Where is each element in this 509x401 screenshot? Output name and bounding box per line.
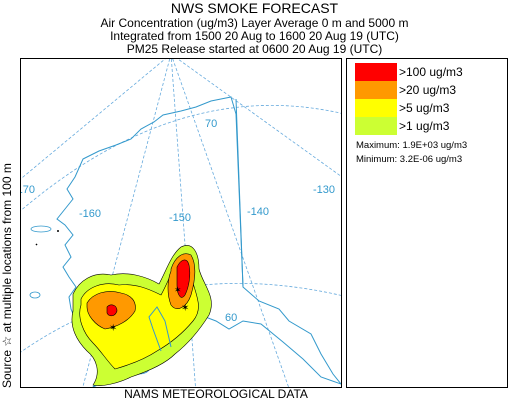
legend-label-gt5: >5 ug/m3	[399, 101, 450, 115]
longitude-m160-label: -160	[79, 208, 101, 220]
meridian-140	[172, 59, 289, 387]
meridian-130	[177, 59, 341, 177]
concentration-subtitle: Air Concentration (ug/m3) Layer Average …	[100, 16, 409, 30]
meridian-170	[21, 59, 166, 180]
forecast-title: NWS SMOKE FORECAST	[170, 0, 339, 16]
smoke-map: ✶ ✶ ✶ 70 60 -170 -160 -150 -140 -130	[20, 58, 342, 388]
st-lawrence-island	[30, 225, 52, 233]
latitude-70-line	[21, 104, 341, 211]
fire-source-marker-1: ✶	[181, 303, 189, 314]
longitude-m170-label: -170	[21, 184, 35, 196]
longitude-m140-label: -140	[247, 206, 269, 218]
map-canvas: ✶ ✶ ✶ 70 60 -170 -160 -150 -140 -130	[21, 59, 341, 387]
meteorological-data-label: NAMS METEOROLOGICAL DATA	[124, 387, 308, 401]
legend-swatch-gt1	[355, 117, 397, 135]
release-start: PM25 Release started at 0600 20 Aug 19 (…	[126, 42, 383, 56]
legend-row-gt5: >5 ug/m3	[355, 99, 505, 117]
fire-source-marker-3: ✶	[174, 285, 182, 295]
legend-row-gt100: >100 ug/m3	[355, 63, 505, 81]
meridian-150	[170, 59, 196, 387]
source-locations-label: Source ☆ at multiple locations from 100 …	[0, 163, 14, 388]
minimum-value: Minimum: 3.2E-06 ug/m3	[356, 154, 463, 165]
smoke-contour-gt100-west	[106, 304, 118, 317]
meridian-160	[82, 59, 171, 387]
fire-source-marker-2: ✶	[109, 323, 117, 334]
legend-label-gt20: >20 ug/m3	[399, 83, 457, 97]
legend-swatch-gt5	[355, 99, 397, 117]
longitude-m150-label: -150	[169, 212, 191, 224]
integration-period: Integrated from 1500 20 Aug to 1600 20 A…	[110, 29, 399, 43]
legend-swatch-gt100	[355, 63, 397, 81]
legend-label-gt1: >1 ug/m3	[399, 119, 450, 133]
alaska-canada-border	[235, 98, 244, 288]
nunivak-island	[29, 291, 41, 299]
concentration-legend: >100 ug/m3 >20 ug/m3 >5 ug/m3 >1 ug/m3 M…	[346, 58, 508, 388]
smoke-contour-gt100	[176, 259, 191, 298]
latitude-70-label: 70	[205, 118, 217, 130]
legend-swatch-gt20	[355, 81, 397, 99]
cook-inlet-coast	[148, 306, 172, 352]
longitude-m130-label: -130	[313, 184, 335, 196]
legend-row-gt1: >1 ug/m3	[355, 117, 505, 135]
latitude-60-label: 60	[225, 312, 237, 324]
legend-label-gt100: >100 ug/m3	[399, 65, 463, 79]
maximum-value: Maximum: 1.9E+03 ug/m3	[356, 140, 468, 151]
small-island-dot	[35, 243, 38, 246]
legend-row-gt20: >20 ug/m3	[355, 81, 505, 99]
